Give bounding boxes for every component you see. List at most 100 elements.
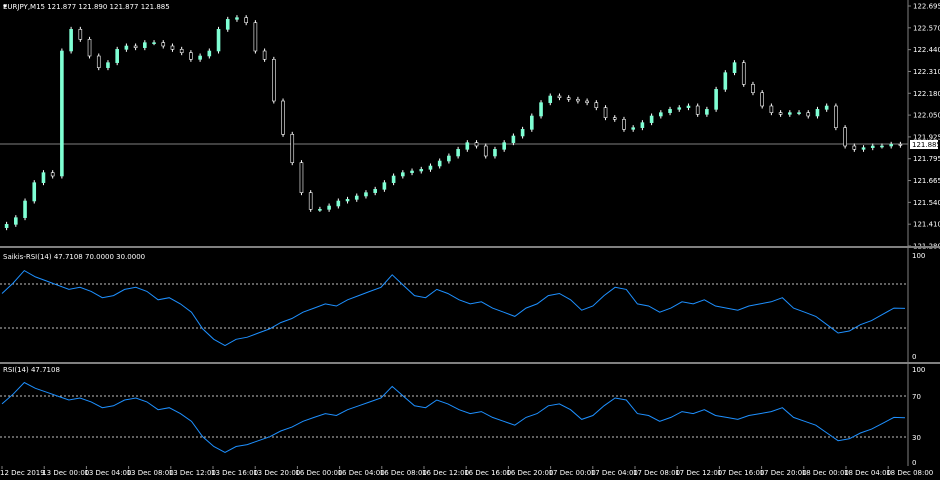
candle-body <box>631 127 635 130</box>
symbol-header: EURJPY,M15 121.877 121.890 121.877 121.8… <box>3 3 170 11</box>
candle-body <box>170 45 175 50</box>
time-tick-label: 13 Dec 08:00 <box>127 469 174 477</box>
candle-body <box>502 142 506 150</box>
candle-body <box>115 49 119 63</box>
candle-body <box>732 62 737 73</box>
candle-body <box>714 89 718 110</box>
candle-body <box>78 29 83 40</box>
candle-body <box>23 200 27 218</box>
price-tick-label: 121.795 <box>913 155 940 163</box>
candle-body <box>520 129 525 137</box>
candle-body <box>511 135 516 143</box>
candle-body <box>161 42 166 47</box>
candle-body <box>179 49 184 53</box>
price-tick-label: 122.695 <box>913 3 940 11</box>
time-tick-label: 16 Dec 16:00 <box>464 469 511 477</box>
candle-body <box>603 107 608 118</box>
time-tick-label: 17 Dec 16:00 <box>717 469 764 477</box>
time-tick-label: 18 Dec 00:00 <box>802 469 849 477</box>
saikis-axis-0: 0 <box>912 353 916 361</box>
candle-body <box>69 29 73 52</box>
candle-body <box>253 22 258 52</box>
rsi-axis-0: 0 <box>912 459 916 467</box>
rsi-panel[interactable]: RSI(14) 47.7108 100 70 30 0 <box>0 366 925 467</box>
current-price-tag <box>910 140 938 149</box>
candle-body <box>410 170 414 173</box>
candle-body <box>806 112 811 117</box>
candle-body <box>32 182 37 202</box>
candle-body <box>852 145 857 150</box>
time-tick-label: 18 Dec 04:00 <box>844 469 891 477</box>
rsi-axis-70: 70 <box>912 393 921 401</box>
time-tick-label: 17 Dec 04:00 <box>591 469 638 477</box>
candle-body <box>152 42 156 44</box>
candle-body <box>216 29 221 52</box>
price-axis[interactable]: 122.695 122.570 122.440 122.310 122.180 122.0… <box>908 3 940 251</box>
saikis-axis-100: 100 <box>912 252 925 260</box>
price-tick-label: 122.310 <box>913 68 940 76</box>
price-tick-label: 121.540 <box>913 199 940 207</box>
price-panel[interactable]: EURJPY,M15 121.877 121.890 121.877 121.8… <box>0 0 940 251</box>
candle-body <box>880 145 884 148</box>
candle-body <box>299 162 304 193</box>
candle-body <box>60 50 64 177</box>
candle-body <box>50 172 55 177</box>
candle-body <box>447 155 451 162</box>
time-tick-label: 17 Dec 08:00 <box>633 469 680 477</box>
candle-body <box>401 172 405 177</box>
saikis-rsi-line <box>1 269 906 347</box>
candle-body <box>207 50 212 57</box>
time-tick-label: 17 Dec 00:00 <box>549 469 596 477</box>
candle-body <box>769 105 774 113</box>
candle-body <box>336 200 341 207</box>
candle-body <box>87 39 92 57</box>
time-tick-label: 12 Dec 2019 <box>0 469 45 477</box>
rsi-axis-30: 30 <box>912 434 921 442</box>
candle-body <box>861 147 866 150</box>
current-price-label: 121.885 <box>912 141 940 149</box>
collapse-triangle-icon[interactable] <box>3 5 7 8</box>
candle-body <box>262 50 267 60</box>
candle-body <box>456 149 460 157</box>
time-tick-label: 13 Dec 12:00 <box>169 469 216 477</box>
candle-body <box>419 169 424 172</box>
candle-body <box>843 127 847 147</box>
candle-body <box>437 160 442 167</box>
candle-body <box>189 52 193 60</box>
candle-body <box>760 92 764 107</box>
candle-body <box>612 117 617 120</box>
candle-body <box>483 145 488 157</box>
candle-body <box>824 105 829 110</box>
time-tick-label: 16 Dec 08:00 <box>380 469 427 477</box>
candle-body <box>834 105 838 128</box>
candle-body <box>622 119 626 130</box>
candle-body <box>576 99 580 102</box>
candle-body <box>557 95 562 98</box>
candle-body <box>124 45 129 50</box>
candle-body <box>373 189 377 193</box>
candle-body <box>640 122 645 128</box>
time-tick-label: 16 Dec 04:00 <box>338 469 385 477</box>
time-tick-label: 13 Dec 16:00 <box>211 469 258 477</box>
candle-body <box>345 199 350 202</box>
time-tick-label: 13 Dec 00:00 <box>42 469 89 477</box>
rsi-header: RSI(14) 47.7108 <box>3 366 60 374</box>
saikis-rsi-panel[interactable]: Saikis-RSI(14) 47.7108 70.0000 30.0000 1… <box>0 252 925 361</box>
candle-body <box>133 45 138 48</box>
candle-body <box>318 209 322 211</box>
candle-body <box>96 55 101 68</box>
price-tick-label: 122.050 <box>913 112 940 120</box>
candle-body <box>668 109 672 113</box>
candle-body <box>649 115 654 123</box>
time-tick-label: 16 Dec 12:00 <box>422 469 469 477</box>
price-plot-area[interactable] <box>0 0 908 246</box>
candle-body <box>723 72 728 90</box>
candle-body <box>244 17 248 23</box>
candle-body <box>594 102 599 108</box>
candle-body <box>493 149 497 157</box>
price-tick-label: 122.570 <box>913 24 940 32</box>
candle-body <box>290 134 295 163</box>
saikis-header: Saikis-RSI(14) 47.7108 70.0000 30.0000 <box>3 253 145 261</box>
